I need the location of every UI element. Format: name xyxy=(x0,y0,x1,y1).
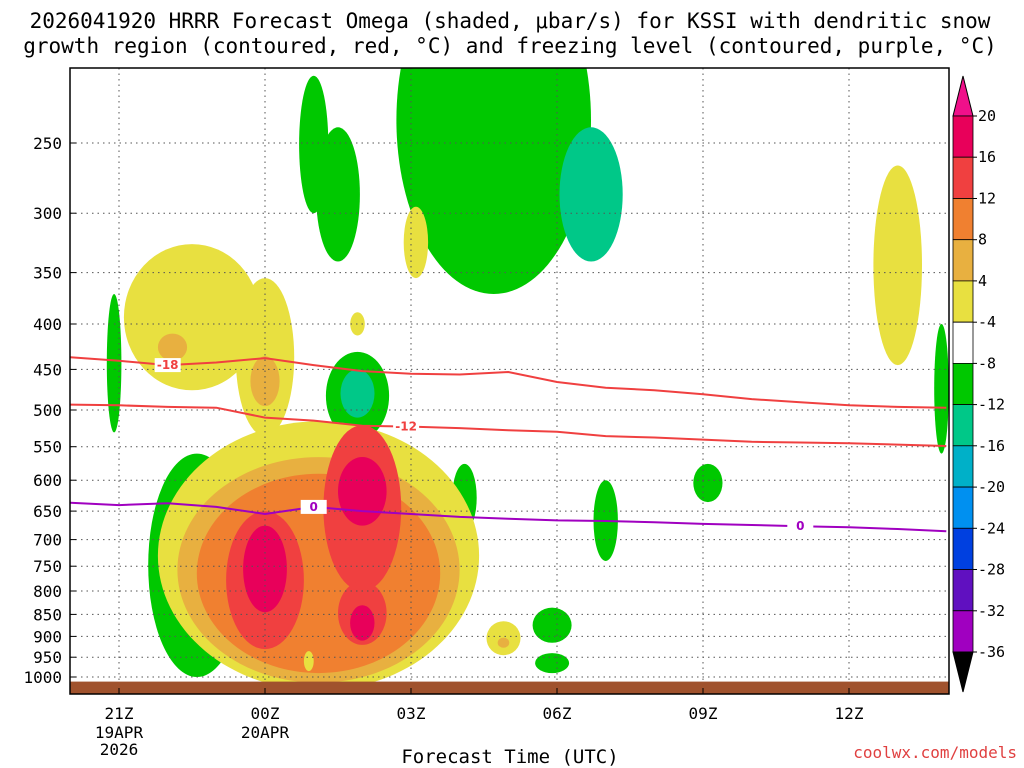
y-axis: 250 300 350 400 450 500 550 600 650 700 750 800 850 9… xyxy=(23,134,76,687)
y-tick-label-300: 300 xyxy=(33,204,62,223)
freezing-level-label-1-bg xyxy=(787,519,814,534)
y-tick-label-800: 800 xyxy=(33,582,62,601)
y-tick-label-350: 350 xyxy=(33,264,62,283)
colorbar-top-triangle xyxy=(952,75,974,117)
y-tick-label-600: 600 xyxy=(33,471,62,490)
colorbar-bin-12 xyxy=(952,610,974,653)
x-tick-label-03Z: 03Z xyxy=(397,704,426,723)
y-tick-label-500: 500 xyxy=(33,401,62,420)
colorbar: 20 16 12 8 4 -4 -8 -12 -16 -20 -24 -28 -32 -36 xyxy=(952,75,1005,693)
chart-title-line-2: growth region (contoured, red, °C) and f… xyxy=(23,34,997,58)
omega-neg-region-1 xyxy=(106,294,122,433)
dendritic-contour-1 xyxy=(70,403,947,447)
y-tick-label-700: 700 xyxy=(33,531,62,550)
y-tick-label-400: 400 xyxy=(33,315,62,334)
omega-neg-region-8 xyxy=(693,463,723,503)
dendritic-contour-label-0: -18 xyxy=(157,358,179,372)
colorbar-bin-9 xyxy=(952,486,974,529)
freezing-level-label-1: 0 xyxy=(796,519,804,533)
colorbar-bin-0 xyxy=(952,115,974,158)
y-tick-label-1000: 1000 xyxy=(23,668,62,687)
omega-pos-region-16 xyxy=(350,605,375,641)
colorbar-bin-8 xyxy=(952,445,974,488)
x-tick-label-09Z: 09Z xyxy=(689,704,718,723)
x-tick-sublabel-21Z-1: 2026 xyxy=(100,740,139,759)
omega-neg-region-10 xyxy=(535,653,570,674)
colorbar-label-11: -28 xyxy=(978,561,1005,579)
x-tick-label-12Z: 12Z xyxy=(835,704,864,723)
colorbar-label-8: -16 xyxy=(978,437,1005,455)
omega-neg-region-9 xyxy=(532,607,572,643)
omega-pos-region-3 xyxy=(250,356,280,407)
y-tick-label-950: 950 xyxy=(33,648,62,667)
omega-pos-region-0 xyxy=(123,244,261,391)
temperature-contours: -18 -12 0 0 xyxy=(70,356,947,534)
colorbar-bin-5 xyxy=(952,321,974,364)
y-tick-label-850: 850 xyxy=(33,605,62,624)
x-tick-label-21Z: 21Z xyxy=(105,704,134,723)
colorbar-bin-6 xyxy=(952,362,974,405)
y-tick-label-450: 450 xyxy=(33,360,62,379)
colorbar-bin-11 xyxy=(952,569,974,612)
colorbar-bin-7 xyxy=(952,404,974,447)
colorbar-label-13: -36 xyxy=(978,643,1005,661)
colorbar-label-5: -4 xyxy=(978,313,996,331)
omega-neg-region-13 xyxy=(559,127,623,262)
y-tick-label-650: 650 xyxy=(33,502,62,521)
dendritic-contour-label-0-bg xyxy=(154,358,181,373)
omega-neg-region-5 xyxy=(340,369,375,418)
x-tick-label-00Z: 00Z xyxy=(251,704,280,723)
colorbar-bin-2 xyxy=(952,198,974,241)
x-tick-sublabel-21Z-0: 19APR xyxy=(95,723,144,742)
colorbar-label-2: 12 xyxy=(978,190,996,208)
omega-neg-region-12 xyxy=(396,68,591,294)
y-tick-label-550: 550 xyxy=(33,438,62,457)
colorbar-bin-10 xyxy=(952,527,974,570)
colorbar-label-0: 20 xyxy=(978,107,996,125)
dendritic-contour-0 xyxy=(70,356,947,409)
dendritic-contour-label-1-bg xyxy=(393,419,420,434)
omega-positive-shading xyxy=(123,165,922,691)
omega-pos-region-7 xyxy=(873,165,922,366)
freezing-level-label-0: 0 xyxy=(310,500,318,514)
colorbar-bottom-triangle xyxy=(952,651,974,693)
omega-neg-region-11 xyxy=(934,324,949,454)
colorbar-label-3: 8 xyxy=(978,231,987,249)
omega-neg-region-3 xyxy=(316,127,360,262)
terrain-bar xyxy=(70,681,949,694)
y-tick-label-750: 750 xyxy=(33,557,62,576)
omega-pos-region-18 xyxy=(497,637,510,648)
omega-pos-region-4 xyxy=(350,312,365,336)
colorbar-label-7: -12 xyxy=(978,396,1005,414)
grid-lines xyxy=(70,68,949,694)
omega-pos-region-19 xyxy=(303,651,314,672)
omega-pos-region-1 xyxy=(157,333,188,361)
colorbar-label-9: -20 xyxy=(978,478,1005,496)
x-tick-label-06Z: 06Z xyxy=(543,704,572,723)
chart-title-line-1: 2026041920 HRRR Forecast Omega (shaded, … xyxy=(30,9,991,33)
colorbar-label-6: -8 xyxy=(978,354,996,372)
colorbar-bin-3 xyxy=(952,239,974,282)
x-tick-sublabel-00Z-0: 20APR xyxy=(241,723,290,742)
colorbar-bin-1 xyxy=(952,156,974,199)
dendritic-contour-label-1: -12 xyxy=(395,420,417,434)
y-tick-label-900: 900 xyxy=(33,627,62,646)
y-tick-label-250: 250 xyxy=(33,134,62,153)
colorbar-label-4: 4 xyxy=(978,272,987,290)
omega-pos-region-15 xyxy=(338,457,387,526)
omega-pos-region-6 xyxy=(403,206,429,279)
x-axis-title: Forecast Time (UTC) xyxy=(401,746,618,768)
freezing-level-label-0-bg xyxy=(300,499,327,514)
colorbar-label-10: -24 xyxy=(978,519,1005,537)
credit-text: coolwx.com/models xyxy=(853,743,1017,762)
colorbar-bin-4 xyxy=(952,280,974,323)
plot-border xyxy=(69,67,950,695)
colorbar-label-12: -32 xyxy=(978,602,1005,620)
colorbar-label-1: 16 xyxy=(978,148,996,166)
